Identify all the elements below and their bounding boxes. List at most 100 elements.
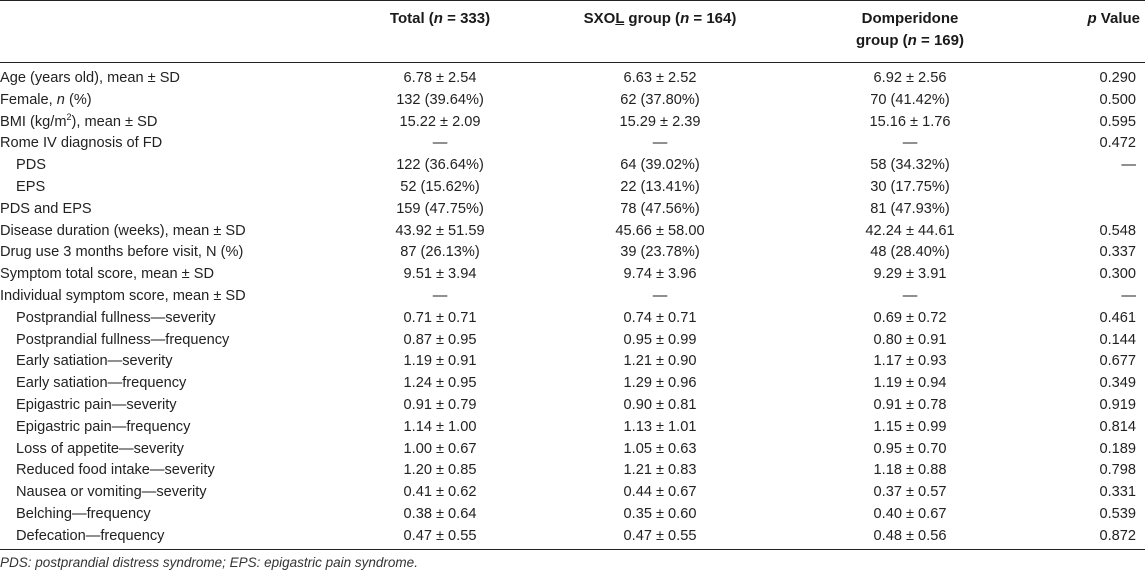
cell-domperidone: 0.80 ± 0.91 xyxy=(873,331,947,348)
cell-domperidone: 6.92 ± 2.56 xyxy=(873,70,947,86)
table-row: Female, n (%) 132 (39.64%) 62 (37.80%) 70 (… xyxy=(0,90,1145,112)
table-bottom-rule xyxy=(0,549,1145,550)
cell-sxol: 1.13 ± 1.01 xyxy=(623,418,697,435)
cell-p-value: 0.595 xyxy=(1099,113,1136,130)
cell-total: — xyxy=(432,287,448,304)
cell-p-value: 0.548 xyxy=(1099,222,1136,239)
row-label: Early satiation—frequency xyxy=(16,375,187,392)
row-label: Nausea or vomiting—severity xyxy=(16,484,207,501)
cell-sxol: 0.44 ± 0.67 xyxy=(623,484,697,501)
table-top-rule xyxy=(0,0,1145,1)
row-label: Rome IV diagnosis of FD xyxy=(0,135,163,152)
cell-total: 122 (36.64%) xyxy=(396,157,484,174)
cell-domperidone: 58 (34.32%) xyxy=(870,157,950,174)
cell-p-value: 0.290 xyxy=(1099,70,1136,86)
cell-p-value: — xyxy=(1121,157,1136,174)
row-label: Age (years old), mean ± SD xyxy=(0,70,180,86)
cell-p-value: 0.331 xyxy=(1099,484,1136,501)
row-label: Postprandial fullness—severity xyxy=(16,309,216,326)
table-row: Epigastric pain—severity 0.91 ± 0.79 0.90 … xyxy=(0,395,1145,417)
row-label: Loss of appetite—severity xyxy=(16,440,184,457)
cell-p-value: 0.500 xyxy=(1099,91,1136,108)
row-label: Defecation—frequency xyxy=(16,527,165,544)
cell-sxol: 6.63 ± 2.52 xyxy=(623,70,697,86)
table-row: Symptom total score, mean ± SD 9.51 ± 3.9… xyxy=(0,264,1145,286)
cell-total: — xyxy=(432,135,448,152)
row-label: Individual symptom score, mean ± SD xyxy=(0,287,246,304)
cell-total: 9.51 ± 3.94 xyxy=(403,266,477,283)
row-label: Belching—frequency xyxy=(16,505,151,522)
cell-sxol: 1.21 ± 0.90 xyxy=(623,353,697,370)
cell-total: 0.71 ± 0.71 xyxy=(403,309,477,326)
row-label: Drug use 3 months before visit, N (%) xyxy=(0,244,244,261)
cell-sxol: 45.66 ± 58.00 xyxy=(615,222,705,239)
cell-sxol: 1.05 ± 0.63 xyxy=(623,440,697,457)
cell-total: 1.20 ± 0.85 xyxy=(403,462,477,479)
cell-sxol: 0.47 ± 0.55 xyxy=(623,527,697,544)
table-row: Postprandial fullness—frequency 0.87 ± 0.… xyxy=(0,330,1145,352)
cell-p-value: 0.300 xyxy=(1099,266,1136,283)
row-label: Female, n (%) xyxy=(0,91,92,108)
cell-domperidone: 1.19 ± 0.94 xyxy=(873,375,947,392)
cell-total: 1.24 ± 0.95 xyxy=(403,375,477,392)
cell-domperidone: 0.69 ± 0.72 xyxy=(873,309,947,326)
row-label: PDS xyxy=(16,157,47,174)
cell-p-value: 0.677 xyxy=(1099,353,1136,370)
cell-sxol: 1.21 ± 0.83 xyxy=(623,462,697,479)
table-row: EPS 52 (15.62%) 22 (13.41%) 30 (17.75%) xyxy=(0,177,1145,199)
cell-p-value: 0.349 xyxy=(1099,375,1136,392)
cell-domperidone: 70 (41.42%) xyxy=(870,91,950,108)
cell-p-value: 0.539 xyxy=(1099,505,1136,522)
table-row: PDS 122 (36.64%) 64 (39.02%) 58 (34.32%) — xyxy=(0,155,1145,177)
table-row: PDS and EPS 159 (47.75%) 78 (47.56%) 81 (47… xyxy=(0,199,1145,221)
cell-domperidone: 0.95 ± 0.70 xyxy=(873,440,947,457)
cell-sxol: 64 (39.02%) xyxy=(620,157,700,174)
cell-sxol: 15.29 ± 2.39 xyxy=(619,113,701,130)
cell-total: 15.22 ± 2.09 xyxy=(399,113,481,130)
cell-domperidone: 9.29 ± 3.91 xyxy=(873,266,947,283)
cell-domperidone: 1.17 ± 0.93 xyxy=(873,353,947,370)
cell-p-value: 0.189 xyxy=(1099,440,1136,457)
cell-total: 0.47 ± 0.55 xyxy=(403,527,477,544)
cell-total: 1.00 ± 0.67 xyxy=(403,440,477,457)
cell-p-value: 0.798 xyxy=(1099,462,1136,479)
cell-sxol: 78 (47.56%) xyxy=(620,200,700,217)
row-label: Epigastric pain—severity xyxy=(16,396,177,413)
cell-total: 0.87 ± 0.95 xyxy=(403,331,477,348)
table-row: Belching—frequency 0.38 ± 0.64 0.35 ± 0.60… xyxy=(0,504,1145,526)
header-total: Total (n = 333) xyxy=(389,10,491,27)
header-sxol-group: SXOL group (n = 164) xyxy=(583,10,737,27)
cell-total: 52 (15.62%) xyxy=(400,178,480,195)
table-row: Early satiation—frequency 1.24 ± 0.95 1.29… xyxy=(0,373,1145,395)
cell-p-value: 0.814 xyxy=(1099,418,1136,435)
cell-sxol: 0.90 ± 0.81 xyxy=(623,396,697,413)
table-row: Defecation—frequency 0.47 ± 0.55 0.47 ± 0.… xyxy=(0,526,1145,548)
table-row: Age (years old), mean ± SD 6.78 ± 2.54 6.6… xyxy=(0,68,1145,90)
row-label: Postprandial fullness—frequency xyxy=(16,331,230,348)
cell-p-value: 0.919 xyxy=(1099,396,1136,413)
table-footnote: PDS: postprandial distress syndrome; EPS… xyxy=(0,555,418,570)
header-domperidone-group: Domperidone group (n = 169) xyxy=(856,10,964,49)
cell-sxol: — xyxy=(652,287,668,304)
cell-p-value: 0.461 xyxy=(1099,309,1136,326)
table-row: Epigastric pain—frequency 1.14 ± 1.00 1.13… xyxy=(0,417,1145,439)
cell-sxol: 62 (37.80%) xyxy=(620,91,700,108)
cell-sxol: — xyxy=(652,135,668,152)
cell-domperidone: 1.18 ± 0.88 xyxy=(873,462,947,479)
row-label: BMI (kg/m2), mean ± SD xyxy=(0,111,158,130)
cell-total: 0.41 ± 0.62 xyxy=(403,484,477,501)
table-row: BMI (kg/m2), mean ± SD 15.22 ± 2.09 15.29 … xyxy=(0,112,1145,134)
table-body: Age (years old), mean ± SD 6.78 ± 2.54 6.6… xyxy=(0,68,1145,548)
row-label: EPS xyxy=(16,178,46,195)
cell-domperidone: 1.15 ± 0.99 xyxy=(873,418,947,435)
header-p-value: p Value xyxy=(1087,10,1140,27)
row-label: Reduced food intake—severity xyxy=(16,462,215,479)
row-label: Symptom total score, mean ± SD xyxy=(0,266,215,283)
cell-total: 1.19 ± 0.91 xyxy=(403,353,477,370)
cell-domperidone: 42.24 ± 44.61 xyxy=(865,222,955,239)
cell-p-value: 0.337 xyxy=(1099,244,1136,261)
cell-total: 6.78 ± 2.54 xyxy=(403,70,477,86)
cell-p-value: 0.872 xyxy=(1099,527,1136,544)
cell-sxol: 1.29 ± 0.96 xyxy=(623,375,697,392)
